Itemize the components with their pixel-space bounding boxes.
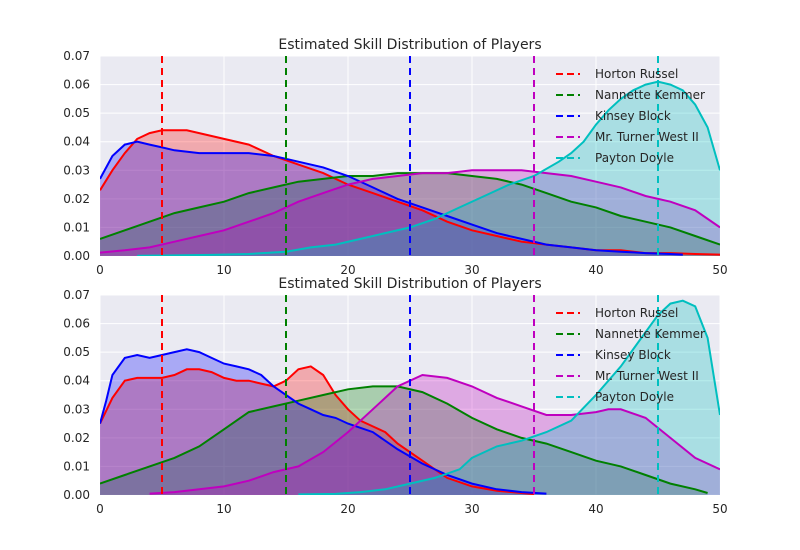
x-tick-label: 50 bbox=[712, 263, 727, 277]
x-tick-label: 0 bbox=[96, 502, 104, 516]
density-area-4 bbox=[298, 300, 720, 495]
y-tick-label: 0.03 bbox=[63, 163, 90, 177]
x-tick-label: 10 bbox=[216, 502, 231, 516]
legend-label-1: Nannette Kemmer bbox=[595, 327, 705, 341]
legend-label-2: Kinsey Block bbox=[595, 109, 671, 123]
y-tick-label: 0.07 bbox=[63, 49, 90, 63]
y-tick-label: 0.05 bbox=[63, 345, 90, 359]
x-tick-label: 40 bbox=[588, 502, 603, 516]
legend-label-1: Nannette Kemmer bbox=[595, 88, 705, 102]
y-tick-label: 0.06 bbox=[63, 78, 90, 92]
y-tick-label: 0.02 bbox=[63, 192, 90, 206]
y-tick-label: 0.01 bbox=[63, 220, 90, 234]
density-area-3 bbox=[149, 375, 720, 495]
y-tick-label: 0.02 bbox=[63, 431, 90, 445]
legend-label-3: Mr. Turner West II bbox=[595, 369, 699, 383]
density-area-0 bbox=[100, 130, 720, 256]
y-tick-label: 0.04 bbox=[63, 135, 90, 149]
y-tick-label: 0.00 bbox=[63, 488, 90, 502]
chart-bottom: Estimated Skill Distribution of Players 0… bbox=[63, 276, 727, 516]
y-tick-label: 0.05 bbox=[63, 106, 90, 120]
density-line-1 bbox=[100, 172, 720, 246]
x-tick-label: 20 bbox=[340, 502, 355, 516]
legend-label-2: Kinsey Block bbox=[595, 348, 671, 362]
chart-title: Estimated Skill Distribution of Players bbox=[278, 276, 541, 292]
density-area-2 bbox=[100, 349, 547, 495]
x-tick-label: 30 bbox=[464, 263, 479, 277]
density-line-1 bbox=[100, 385, 708, 494]
density-line-3 bbox=[100, 169, 720, 254]
x-tick-label: 50 bbox=[712, 502, 727, 516]
y-tick-label: 0.06 bbox=[63, 317, 90, 331]
chart-title: Estimated Skill Distribution of Players bbox=[278, 37, 541, 53]
y-tick-label: 0.00 bbox=[63, 249, 90, 263]
legend: Horton Russel Nannette Kemmer Kinsey Block… bbox=[556, 306, 705, 404]
x-tick-label: 20 bbox=[340, 263, 355, 277]
y-tick-label: 0.03 bbox=[63, 402, 90, 416]
x-tick-label: 30 bbox=[464, 502, 479, 516]
data-layer bbox=[100, 295, 720, 495]
legend-label-4: Payton Doyle bbox=[595, 390, 674, 404]
density-area-4 bbox=[137, 81, 720, 256]
density-area-0 bbox=[100, 366, 534, 495]
density-line-2 bbox=[100, 348, 547, 495]
legend-label-3: Mr. Turner West II bbox=[595, 130, 699, 144]
y-tick-label: 0.07 bbox=[63, 288, 90, 302]
legend: Horton Russel Nannette Kemmer Kinsey Block… bbox=[556, 67, 705, 165]
x-tick-label: 10 bbox=[216, 263, 231, 277]
legend-label-4: Payton Doyle bbox=[595, 151, 674, 165]
x-tick-label: 0 bbox=[96, 263, 104, 277]
data-layer bbox=[100, 56, 720, 256]
density-area-1 bbox=[100, 386, 708, 495]
y-tick-label: 0.01 bbox=[63, 459, 90, 473]
legend-label-0: Horton Russel bbox=[595, 67, 678, 81]
density-line-4 bbox=[298, 299, 720, 495]
x-tick-label: 40 bbox=[588, 263, 603, 277]
y-tick-label: 0.04 bbox=[63, 374, 90, 388]
chart-top: Estimated Skill Distribution of Players 0… bbox=[63, 37, 727, 277]
legend-label-0: Horton Russel bbox=[595, 306, 678, 320]
density-line-3 bbox=[149, 373, 720, 495]
